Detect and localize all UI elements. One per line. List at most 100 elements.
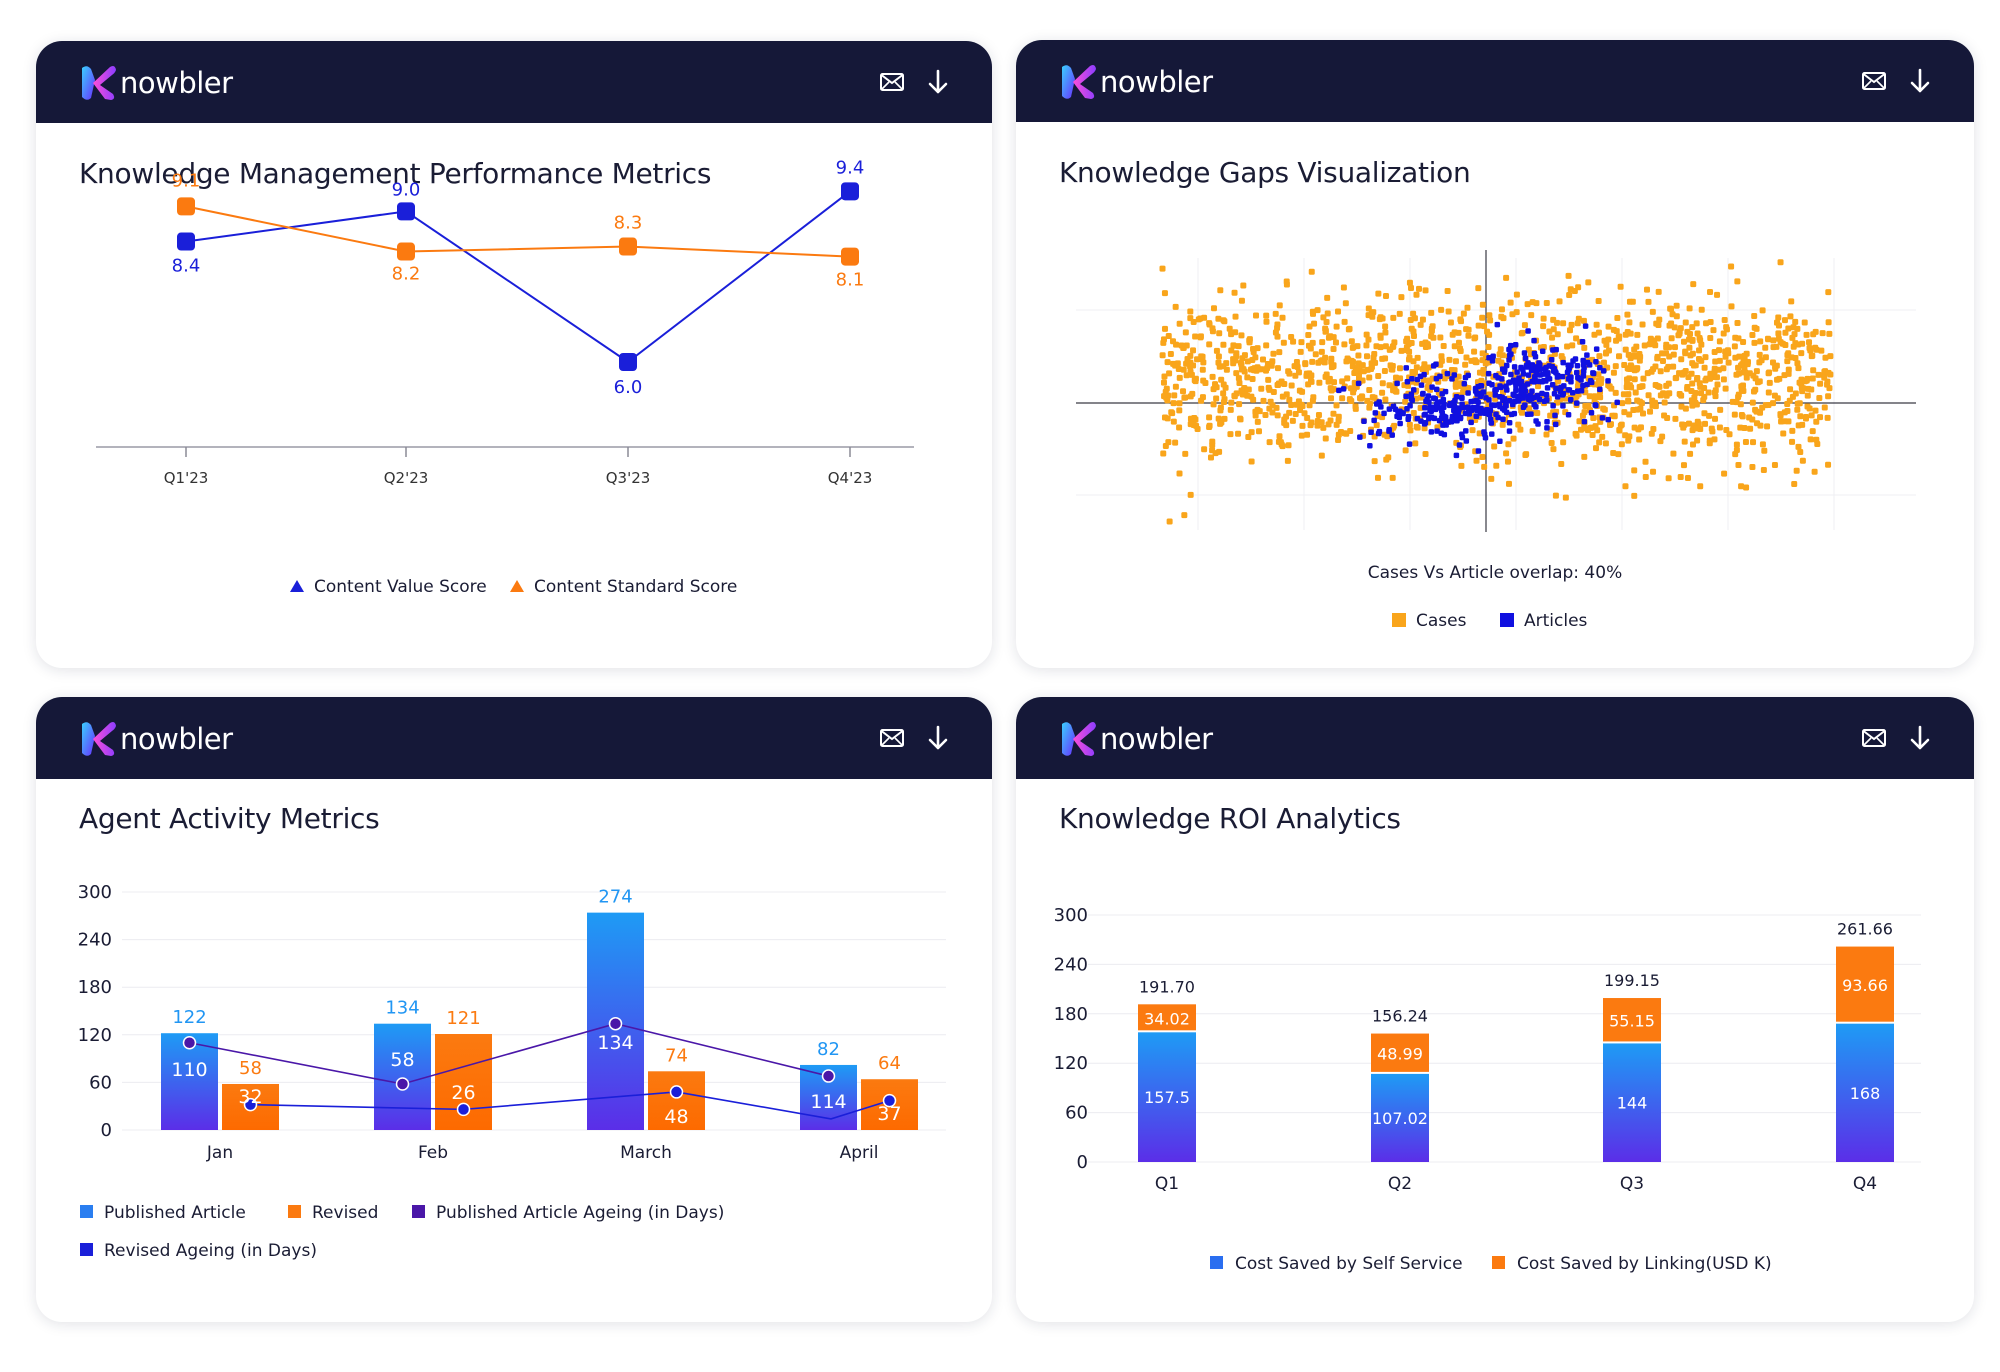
scatter-point [1386,406,1393,412]
x-tick-label: Jan [206,1143,233,1163]
data-point-marker [841,182,859,201]
scatter-point [1231,392,1238,399]
scatter-point [1696,347,1703,354]
x-tick-label: Q1'23 [164,469,209,487]
email-button[interactable] [1860,66,1888,96]
scatter-point [1335,308,1342,315]
scatter-point [1418,382,1425,388]
scatter-point [1626,433,1633,440]
scatter-point [1513,387,1519,393]
scatter-point [1463,438,1470,444]
scatter-point [1323,318,1330,325]
scatter-point [1645,298,1652,305]
scatter-point [1330,410,1337,417]
scatter-point [1616,353,1623,360]
scatter-point [1652,342,1659,349]
scatter-point [1694,437,1701,444]
scatter-point [1381,410,1387,417]
scatter-point [1649,308,1656,315]
scatter-point [1427,414,1433,420]
download-button[interactable] [1906,66,1934,96]
scatter-point [1428,429,1435,435]
scatter-point [1190,362,1197,369]
scatter-point [1449,416,1455,423]
scatter-point [1198,397,1205,404]
scatter-point [1565,272,1572,279]
scatter-point [1394,413,1400,420]
scatter-point [1818,347,1825,354]
scatter-point [1461,380,1468,387]
scatter-point [1210,401,1217,408]
scatter-point [1440,422,1446,428]
scatter-point [1794,360,1801,367]
scatter-point [1681,438,1688,445]
scatter-point [1686,336,1693,343]
scatter-point [1333,402,1340,409]
scatter-point [1673,313,1680,320]
scatter-point [1696,380,1703,387]
download-icon [1910,68,1930,93]
scatter-point [1342,300,1349,307]
scatter-point [1759,441,1766,448]
scatter-point [1164,397,1171,404]
email-button[interactable] [878,723,906,753]
scatter-point [1405,416,1411,422]
scatter-point [1664,415,1671,422]
scatter-point [1491,443,1498,450]
scatter-point [1751,313,1758,320]
scatter-point [1352,367,1359,374]
scatter-point [1396,365,1403,372]
scatter-point [1549,334,1556,341]
scatter-point [1453,452,1460,459]
scatter-point [1197,334,1204,341]
scatter-point [1587,424,1594,431]
scatter-point [1233,370,1240,377]
scatter-point [1626,411,1633,418]
scatter-point [1371,417,1377,424]
scatter-point [1552,421,1559,428]
email-button[interactable] [1860,723,1888,753]
scatter-point [1341,318,1348,325]
download-button[interactable] [924,67,952,97]
scatter-point [1406,354,1413,361]
scatter-point [1781,317,1788,324]
scatter-point [1402,398,1409,405]
stack-total-label: 156.24 [1372,1007,1428,1026]
scatter-point [1521,350,1528,356]
scatter-point [1817,380,1824,387]
scatter-point [1789,438,1796,445]
scatter-point [1657,368,1664,375]
scatter-point [1437,361,1444,368]
scatter-point [1780,430,1787,437]
scatter-point [1534,378,1541,384]
scatter-point [1165,333,1172,340]
bar-self-service [1138,1032,1196,1162]
scatter-point [1602,440,1609,447]
scatter-point [1215,315,1222,322]
scatter-point [1636,384,1643,391]
card-header: nowbler [36,697,992,779]
scatter-point [1792,318,1799,325]
scatter-point [1422,451,1429,458]
scatter-point [1753,368,1760,375]
scatter-point [1302,361,1309,368]
scatter-point [1489,402,1495,408]
scatter-point [1591,397,1598,404]
download-icon [928,725,948,750]
legend-label: Cases [1416,611,1467,631]
scatter-point [1753,408,1760,415]
scatter-point [1322,327,1329,334]
scatter-point [1825,393,1832,400]
download-button[interactable] [1906,723,1934,753]
scatter-point [1375,290,1382,297]
scatter-point [1612,389,1619,396]
scatter-point [1460,310,1467,317]
scatter-point [1373,401,1380,407]
segment-value-label: 48.99 [1377,1045,1423,1064]
scatter-point [1706,412,1713,419]
email-button[interactable] [878,67,906,97]
scatter-point [1439,391,1445,397]
scatter-point [1420,377,1427,384]
download-button[interactable] [924,723,952,753]
scatter-point [1771,461,1778,468]
